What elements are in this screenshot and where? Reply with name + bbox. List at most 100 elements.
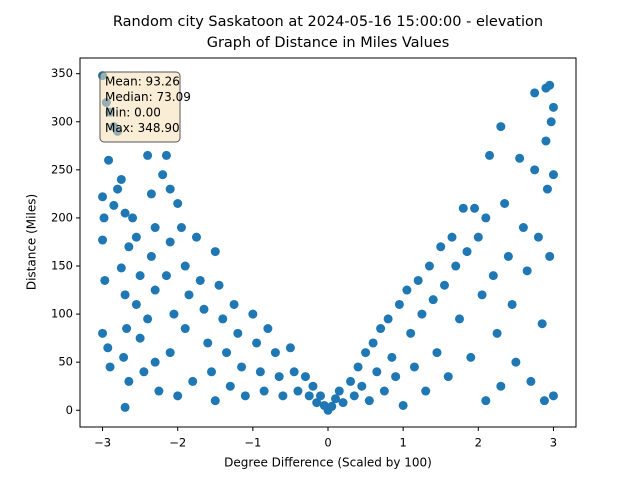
point [485,150,495,160]
point [304,391,314,401]
point [99,213,109,223]
point [541,136,551,146]
stat-text: Min: 0.00 [105,106,161,120]
point [428,295,438,305]
point [327,401,337,411]
point [539,396,549,406]
point [462,247,472,257]
point [394,299,404,309]
point [98,192,108,202]
point [218,314,228,324]
point [210,396,220,406]
point [436,242,446,252]
point [331,394,341,404]
point [259,386,269,396]
point [278,391,288,401]
y-tick-label: 350 [51,66,73,80]
point [432,348,442,358]
point [542,184,552,194]
plot-frame [79,57,577,428]
point [169,309,179,319]
point [150,223,160,233]
point [334,386,344,396]
point [191,232,201,242]
point [161,150,171,160]
point [383,314,393,324]
point [116,263,126,273]
point [413,275,423,285]
x-tick-label: −3 [94,436,111,450]
point [496,381,506,391]
point [507,299,517,309]
point [548,170,558,180]
point [207,367,217,377]
point [353,362,363,372]
point [387,352,397,362]
point [391,372,401,382]
point [214,280,224,290]
point [229,299,239,309]
point [481,396,491,406]
point [409,362,419,372]
point [458,203,468,213]
x-axis-label: Degree Difference (Scaled by 100) [224,456,432,470]
point [488,271,498,281]
point [548,102,558,112]
y-tick-label: 200 [51,210,73,224]
point [481,213,491,223]
point [122,324,132,334]
point [545,80,555,90]
y-axis-label: Distance (Miles) [25,194,39,290]
point [120,290,130,300]
point [237,362,247,372]
point [165,348,175,358]
point [105,362,115,372]
point [289,367,299,377]
point [466,352,476,362]
point [492,328,502,338]
point [161,271,171,281]
point [470,203,480,213]
point [116,174,126,184]
point [368,338,378,348]
point [402,285,412,295]
point [180,324,190,334]
y-tick-label: 150 [51,259,73,273]
point [379,386,389,396]
point [180,261,190,271]
point [225,381,235,391]
point [376,324,386,334]
point [173,391,183,401]
x-tick-label: −2 [169,436,186,450]
point [503,251,513,261]
point [146,189,156,199]
point [263,324,273,334]
point [109,200,119,210]
x-tick-label: 2 [475,436,482,450]
point [154,386,164,396]
point [135,333,145,343]
x-tick-label: 3 [550,436,557,450]
point [473,232,483,242]
y-tick-label: 300 [51,114,73,128]
point [439,280,449,290]
point [312,398,322,408]
point [98,235,108,245]
y-tick-label: 0 [66,403,73,417]
point [500,199,510,209]
point [124,242,134,252]
point [548,391,558,401]
point [285,343,295,353]
point [349,391,359,401]
x-tick-label: −1 [244,436,261,450]
point [104,155,114,165]
point [158,170,168,180]
point [240,391,250,401]
point [511,357,521,367]
point [530,88,540,98]
point [293,386,303,396]
point [188,376,198,386]
point [150,357,160,367]
point [203,338,213,348]
